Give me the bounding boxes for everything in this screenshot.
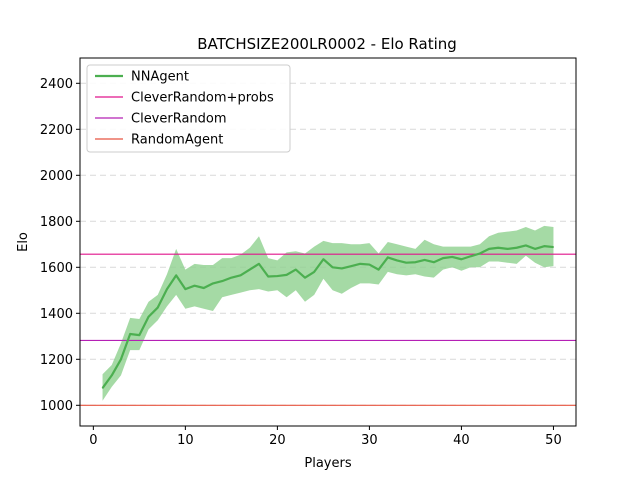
data-point: [350, 265, 352, 267]
data-point: [396, 259, 398, 261]
chart-title: BATCHSIZE200LR0002 - Elo Rating: [197, 35, 457, 53]
data-point: [332, 266, 334, 268]
data-point: [221, 280, 223, 282]
nnagent-band: [102, 225, 554, 401]
data-point: [193, 285, 196, 287]
data-point: [166, 288, 168, 290]
x-tick-label: 10: [177, 433, 194, 448]
data-point: [368, 263, 371, 266]
y-tick-label: 1000: [40, 399, 73, 414]
data-point: [276, 275, 278, 277]
x-tick-label: 50: [545, 433, 562, 448]
y-tick-label: 2000: [40, 169, 73, 184]
data-point: [157, 306, 159, 309]
data-point: [322, 258, 324, 260]
y-tick-label: 1600: [40, 261, 73, 276]
data-point: [497, 247, 499, 249]
reference-lines: [80, 253, 576, 406]
series-lines: [101, 244, 555, 389]
data-point: [313, 271, 315, 273]
data-point: [506, 248, 509, 250]
data-point: [184, 288, 186, 290]
x-tick-label: 30: [361, 433, 378, 448]
data-point: [249, 269, 251, 271]
plot-frame: [79, 57, 577, 427]
data-point: [138, 334, 140, 336]
data-point: [341, 267, 343, 270]
data-point: [175, 274, 177, 276]
data-point: [239, 274, 242, 276]
legend-label: CleverRandom: [131, 112, 227, 127]
data-point: [387, 256, 389, 259]
data-point: [414, 261, 417, 263]
data-point: [534, 248, 536, 250]
data-point: [129, 333, 131, 335]
data-point: [378, 269, 380, 271]
data-point: [267, 275, 269, 278]
y-tick-label: 1200: [40, 353, 73, 368]
data-point: [442, 257, 444, 259]
data-point: [212, 282, 214, 284]
data-point: [451, 256, 453, 258]
y-tick-label: 2400: [40, 77, 73, 92]
y-axis-label: Elo: [16, 232, 31, 252]
data-point: [470, 255, 472, 257]
legend-label: NNAgent: [131, 70, 189, 85]
x-tick-label: 20: [269, 433, 286, 448]
data-point: [230, 277, 232, 279]
data-point: [460, 258, 463, 260]
data-point: [424, 259, 426, 261]
data-point: [525, 244, 527, 247]
y-ticks: 1000 1200 1400 1600 1800 2000 2200 2400: [40, 77, 80, 414]
nnagent-line: [101, 244, 554, 389]
legend: NNAgent CleverRandom+probs CleverRandom Ran…: [86, 64, 291, 153]
data-point: [479, 252, 481, 255]
y-tick-label: 1400: [40, 307, 73, 322]
legend-box: [86, 64, 291, 153]
data-point: [552, 246, 555, 248]
y-tick-label: 1800: [40, 215, 73, 230]
y-tick-label: 2200: [40, 123, 73, 138]
x-axis-label: Players: [304, 456, 351, 471]
data-point: [516, 247, 518, 249]
data-point: [147, 316, 150, 318]
data-point: [101, 387, 104, 389]
legend-label: RandomAgent: [131, 133, 223, 148]
data-point: [295, 269, 297, 271]
x-tick-label: 0: [89, 433, 97, 448]
legend-label: CleverRandom+probs: [131, 91, 274, 106]
data-point: [258, 263, 260, 265]
confidence-band: [102, 225, 554, 401]
data-point: [111, 374, 113, 376]
data-point: [405, 262, 407, 264]
data-point: [120, 358, 122, 360]
data-point: [488, 248, 490, 250]
x-ticks: 0 10 20 30 40 50: [89, 426, 562, 448]
data-point: [359, 263, 361, 265]
data-point: [203, 287, 205, 289]
data-point: [304, 277, 306, 279]
data-point: [433, 261, 435, 263]
data-point: [285, 274, 288, 276]
x-tick-label: 40: [453, 433, 470, 448]
data-point: [543, 245, 545, 247]
